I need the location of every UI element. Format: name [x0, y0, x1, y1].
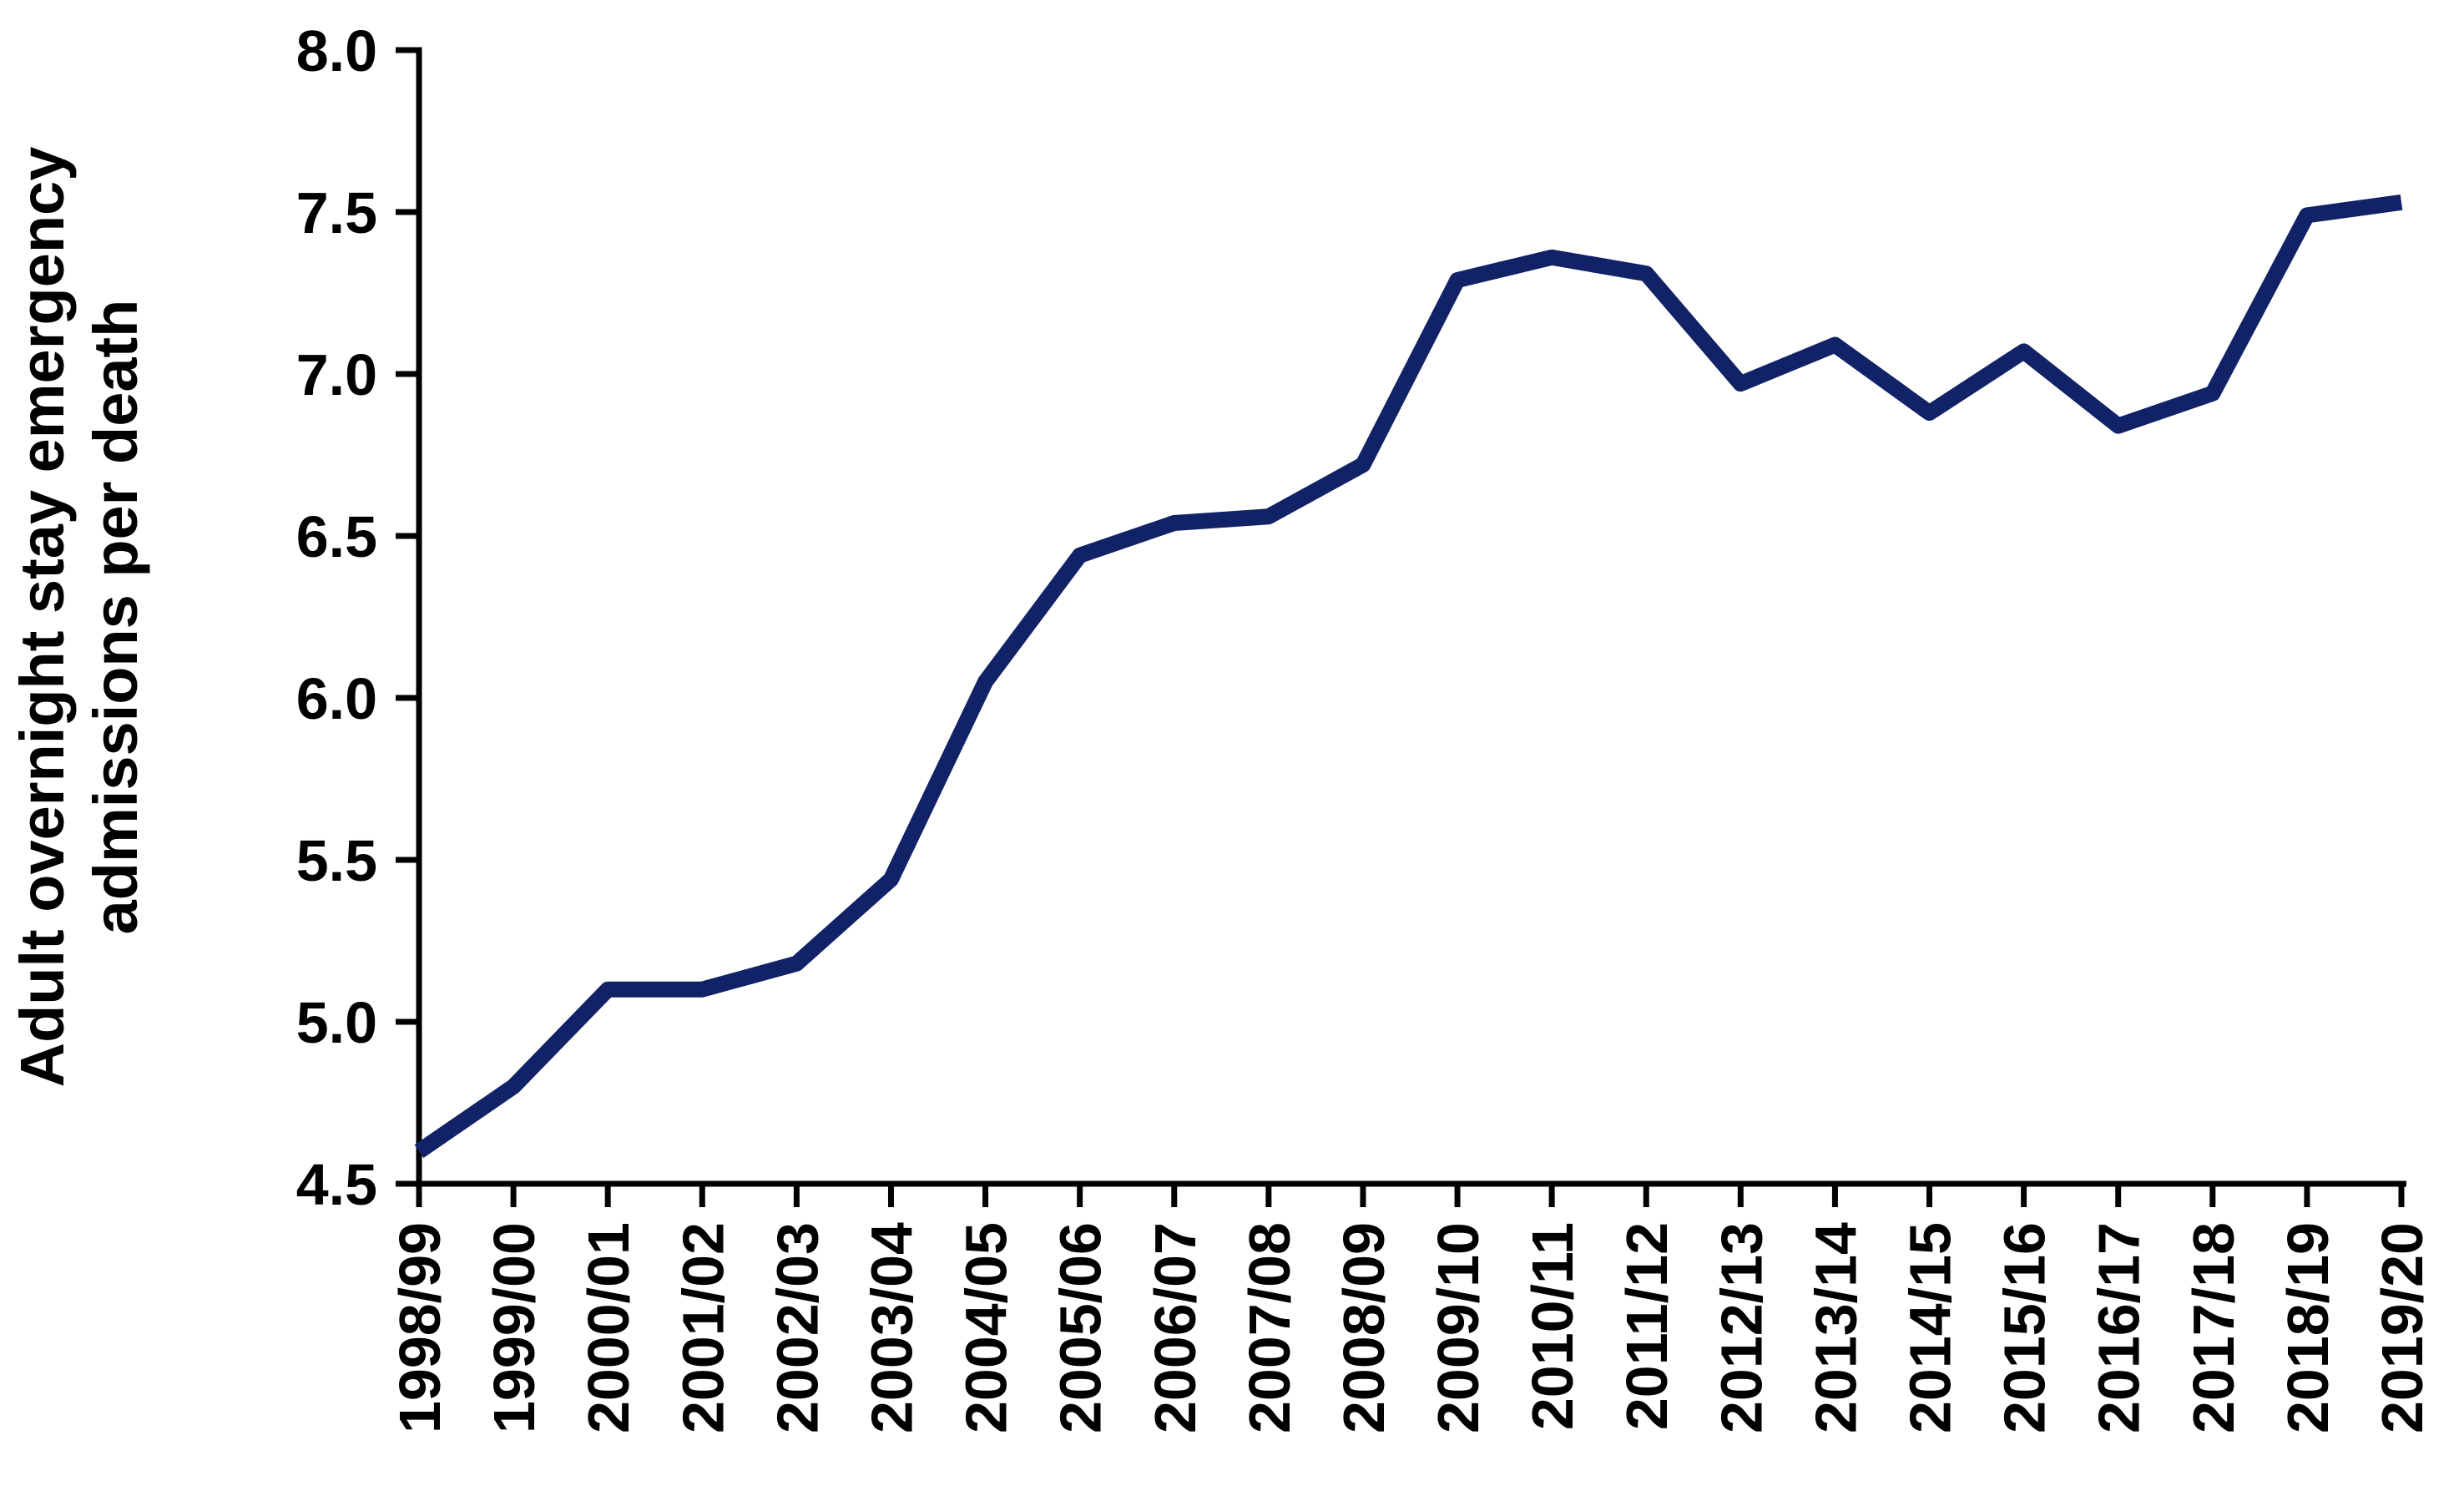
x-tick-label: 2010/11	[1520, 1222, 1585, 1430]
y-tick-label: 7.5	[296, 180, 377, 245]
y-tick-label: 8.0	[296, 18, 377, 83]
x-tick-label: 1998/99	[387, 1222, 452, 1433]
y-tick-label: 5.5	[296, 828, 377, 893]
x-tick-label: 2003/04	[859, 1222, 924, 1433]
x-tick-label: 2006/07	[1143, 1222, 1208, 1433]
x-tick-label: 2005/06	[1048, 1222, 1113, 1433]
x-tick-label: 2008/09	[1331, 1222, 1396, 1433]
x-tick-label: 2014/15	[1898, 1222, 1963, 1433]
x-tick-label: 2009/10	[1426, 1222, 1491, 1433]
y-tick-label: 6.5	[296, 504, 377, 569]
x-tick-label: 2015/16	[1992, 1222, 2058, 1433]
y-tick-label: 6.0	[296, 666, 377, 731]
data-line	[414, 194, 2403, 1159]
y-tick-label: 4.5	[296, 1152, 377, 1217]
x-tick-label: 2007/08	[1237, 1222, 1302, 1433]
x-tick-label: 2012/13	[1709, 1222, 1774, 1433]
x-tick-label: 2000/01	[576, 1222, 641, 1433]
x-tick-label: 2019/20	[2370, 1222, 2435, 1433]
y-tick-label: 5.0	[296, 990, 377, 1055]
x-tick-label: 2002/03	[765, 1222, 830, 1433]
x-tick-label: 2001/02	[670, 1222, 735, 1433]
y-tick-label: 7.0	[296, 342, 377, 407]
x-tick-label: 2018/19	[2275, 1222, 2340, 1433]
x-tick-label: 2017/18	[2181, 1222, 2246, 1433]
y-axis-title-line-1: Adult overnight stay emergency	[8, 147, 77, 1088]
x-tick-label: 2016/17	[2087, 1222, 2152, 1433]
y-axis-title-line-2: admissions per death	[81, 300, 150, 935]
x-tick-label: 1999/00	[482, 1222, 547, 1433]
x-tick-label: 2004/05	[954, 1222, 1019, 1433]
x-tick-label: 2013/14	[1803, 1222, 1868, 1433]
x-tick-label: 2011/12	[1614, 1222, 1679, 1430]
